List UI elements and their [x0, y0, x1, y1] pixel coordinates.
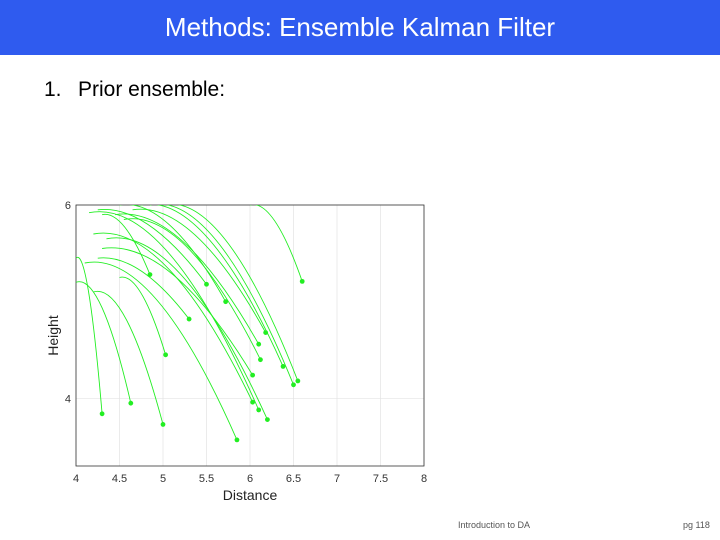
x-tick-label: 5.5 — [199, 473, 214, 485]
ensemble-member-point — [234, 437, 240, 443]
ensemble-trajectory — [97, 208, 207, 285]
ensemble-trajectory — [93, 290, 164, 425]
ensemble-member-point — [256, 407, 262, 413]
ensemble-trajectory — [132, 208, 267, 333]
ensemble-trajectory — [119, 276, 167, 355]
footer-course: Introduction to DA — [458, 520, 531, 530]
ensemble-member-point — [223, 299, 229, 305]
ensemble-trajectory — [163, 205, 299, 382]
ensemble-member-point — [99, 411, 105, 417]
ensemble-trajectory — [141, 205, 284, 367]
y-tick-label: 6 — [65, 200, 71, 212]
x-tick-label: 5 — [160, 473, 166, 485]
ensemble-trajectory — [149, 205, 294, 385]
list-item-text: Prior ensemble: — [78, 78, 226, 101]
ensemble-member-point — [295, 378, 301, 384]
chart-ticks: 4 4.5 5 5.5 6 6.5 7 7.5 8 4 6 — [65, 200, 427, 485]
ensemble-trajectory — [250, 205, 303, 282]
x-axis-label: Distance — [223, 487, 278, 503]
x-tick-label: 6.5 — [286, 473, 301, 485]
footer-page-number: pg 118 — [683, 520, 710, 530]
ensemble-trajectory — [93, 232, 254, 403]
ensemble-trajectory — [88, 211, 260, 411]
ensemble-member-point — [299, 278, 305, 284]
ensemble-trajectory — [119, 205, 227, 302]
ensemble-trajectory — [106, 237, 268, 420]
y-axis-label: Height — [45, 315, 61, 356]
ensemble-trajectory — [84, 261, 238, 441]
ensemble-member-point — [204, 281, 209, 287]
ensemble-member-point — [256, 341, 262, 347]
x-tick-label: 7 — [334, 473, 340, 485]
x-tick-label: 4.5 — [112, 473, 127, 485]
ensemble-member-point — [291, 382, 296, 388]
ensemble-trajectory — [76, 256, 103, 414]
x-tick-label: 4 — [73, 473, 79, 485]
ensemble-trajectory — [102, 213, 151, 275]
y-tick-label: 4 — [65, 393, 71, 405]
ensemble-trajectory — [97, 257, 190, 320]
chart-series — [76, 205, 305, 443]
ensemble-member-point — [147, 272, 153, 277]
ensemble-member-point — [250, 399, 256, 405]
list-item: 1. Prior ensemble: — [44, 78, 225, 102]
ensemble-trajectory — [102, 247, 253, 376]
ensemble-member-point — [186, 316, 192, 322]
ensemble-member-point — [265, 417, 270, 422]
ensemble-trajectory — [123, 218, 261, 360]
slide-header: Methods: Ensemble Kalman Filter — [0, 0, 720, 55]
ensemble-member-point — [280, 364, 286, 369]
ensemble-member-point — [250, 372, 256, 378]
x-tick-label: 8 — [421, 473, 427, 485]
ensemble-member-point — [128, 400, 134, 406]
ensemble-member-point — [160, 422, 166, 427]
slide-title: Methods: Ensemble Kalman Filter — [164, 12, 556, 42]
ensemble-trajectory — [76, 281, 132, 404]
list-item-number: 1. — [44, 78, 62, 101]
ensemble-member-point — [163, 352, 169, 358]
ensemble-member-point — [258, 357, 263, 363]
chart-grid — [75, 204, 425, 466]
x-tick-label: 6 — [247, 473, 253, 485]
ensemble-trajectory — [115, 213, 260, 345]
x-tick-label: 7.5 — [373, 473, 388, 485]
